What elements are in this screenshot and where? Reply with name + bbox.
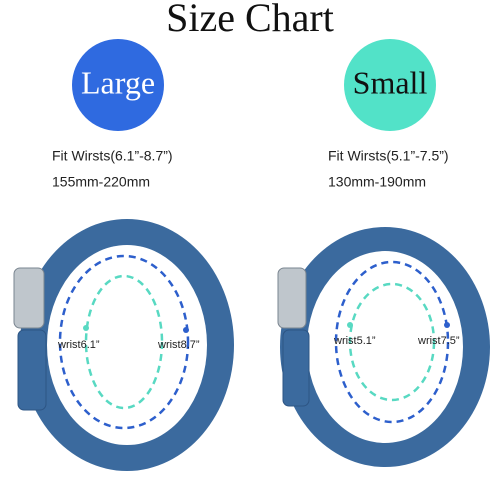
- fit-range: Fit Wirsts(5.1”-7.5”): [328, 148, 449, 164]
- small-band: [277, 227, 490, 467]
- wrist-label: wrist6.1”: [57, 339, 100, 351]
- wrist-label: wrist8.7”: [157, 339, 200, 351]
- title: Size Chart: [166, 0, 334, 40]
- size-name: Small: [353, 64, 428, 100]
- large-band: [13, 219, 234, 471]
- wrist-label: wrist7.5”: [417, 335, 460, 347]
- fit-range: Fit Wirsts(6.1”-8.7”): [52, 148, 173, 164]
- mm-range: 130mm-190mm: [328, 174, 426, 190]
- mm-range: 155mm-220mm: [52, 174, 150, 190]
- small-badge: [344, 39, 436, 131]
- wrist-label: wrist5.1”: [333, 335, 376, 347]
- size-name: Large: [81, 64, 155, 100]
- large-badge: [72, 39, 164, 131]
